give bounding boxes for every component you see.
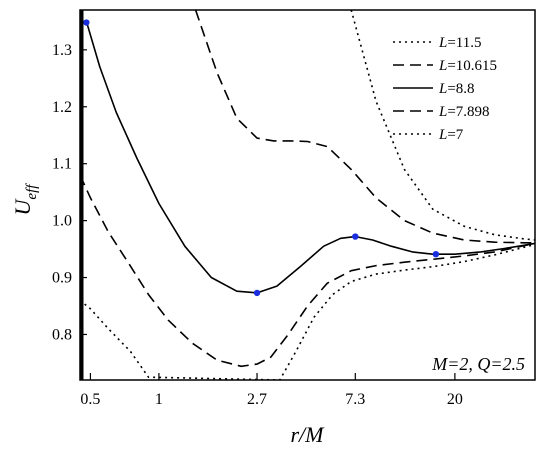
x-axis-label: r/M — [291, 422, 326, 447]
extremum-marker-1 — [253, 289, 261, 297]
x-tick-label: 0.5 — [80, 391, 100, 408]
series-layer — [80, 10, 535, 380]
y-tick-label: 1.0 — [52, 213, 72, 230]
x-tick-label: 2.7 — [247, 391, 267, 408]
extremum-marker-3 — [432, 251, 440, 258]
axis-layer: 0.8 0.9 1.0 1.1 1.2 1.3 0.5 1 2.7 7.3 20 — [52, 42, 463, 408]
extremum-marker-0 — [83, 19, 90, 26]
y-tick-label: 1.1 — [52, 156, 72, 173]
series-line-3 — [80, 174, 535, 368]
y-tick-label: 0.9 — [52, 270, 72, 287]
legend-label-1: L=10.615 — [438, 58, 497, 74]
y-axis-label-sub: eff — [24, 183, 40, 200]
parameter-annotation: M=2, Q=2.5 — [431, 354, 525, 374]
x-tick-label: 7.3 — [345, 391, 365, 408]
series-line-2 — [85, 21, 535, 294]
series-line-1 — [194, 10, 535, 244]
x-tick-label: 20 — [447, 391, 463, 408]
y-axis-label: Ueff — [10, 183, 40, 216]
extremum-marker-2 — [352, 233, 359, 240]
y-tick-label: 1.3 — [52, 42, 72, 59]
marker-layer — [83, 19, 440, 297]
svg-text:Ueff: Ueff — [10, 183, 40, 216]
y-tick-label: 1.2 — [52, 99, 72, 116]
legend: L=11.5 L=10.615 L=8.8 L=7.898 L=7 — [393, 35, 497, 143]
legend-label-0: L=11.5 — [438, 35, 482, 51]
legend-label-3: L=7.898 — [438, 104, 490, 120]
legend-label-2: L=8.8 — [438, 81, 475, 97]
legend-label-4: L=7 — [438, 127, 464, 143]
x-tick-label: 1 — [155, 391, 163, 408]
y-tick-label: 0.8 — [52, 326, 72, 343]
y-axis-label-main: U — [10, 197, 35, 215]
series-line-4 — [80, 243, 535, 380]
series-line-0 — [350, 10, 535, 241]
